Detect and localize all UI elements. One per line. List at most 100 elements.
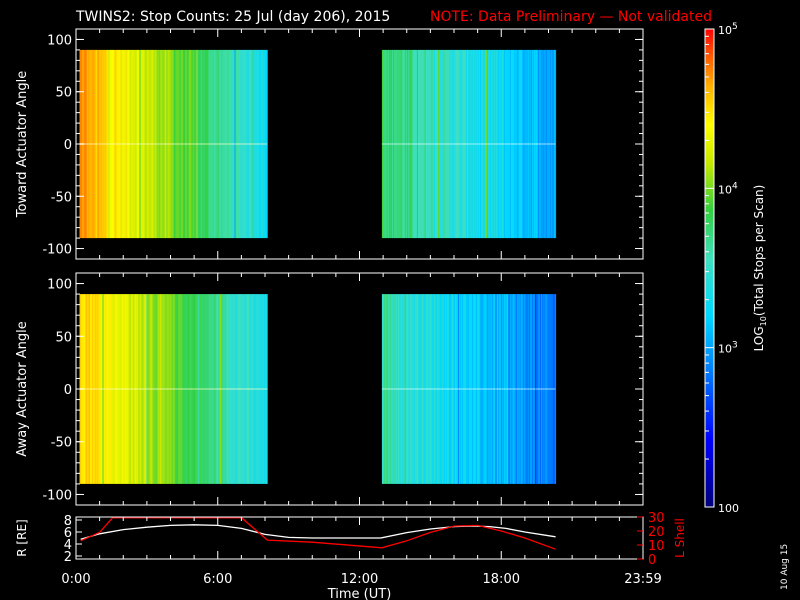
heatmap-column [178,294,180,484]
heatmap-column [418,49,421,239]
heatmap-column [387,49,390,239]
heatmap-column [475,49,478,239]
heatmap-column [523,49,526,239]
heatmap-column [540,49,543,239]
heatmap-column [133,294,135,484]
heatmap-column [156,294,158,484]
colorbar-fill [705,29,714,507]
left-y-tick-label: 4 [64,538,72,553]
heatmap-column [496,49,499,239]
heatmap-column [416,49,419,239]
heatmap-column [470,49,473,239]
heatmap-column [487,49,490,239]
heatmap-column [91,294,93,484]
heatmap-column [129,294,131,484]
right-y-axis-label: L Shell [673,518,687,558]
heatmap-column [483,294,486,484]
heatmap-column [448,49,451,239]
heatmap-column [213,294,215,484]
heatmap-column [168,49,170,239]
heatmap-column [121,294,123,484]
heatmap-column [198,49,200,239]
colorbar-tick-label: 105 [718,22,738,37]
heatmap-column [94,294,96,484]
heatmap-column [124,294,126,484]
heatmap-column [385,49,388,239]
heatmap-column [503,49,506,239]
heatmap-column [441,294,444,484]
heatmap-column [516,49,519,239]
heatmap-column [150,294,152,484]
heatmap-column [456,294,459,484]
heatmap-column [450,294,453,484]
heatmap-column [245,294,247,484]
heatmap-column [509,294,512,484]
heatmap-column [408,294,411,484]
heatmap-column [96,49,98,239]
heatmap-column [84,294,86,484]
heatmap-column [102,294,104,484]
heatmap-column [225,294,227,484]
heatmap-column [528,294,531,484]
heatmap-column [123,294,125,484]
heatmap-column [504,294,507,484]
heatmap-column [418,294,421,484]
heatmap-column [167,294,169,484]
heatmap-column [434,294,437,484]
heatmap-column [474,294,477,484]
heatmap-column [224,294,226,484]
heatmap-column [200,49,202,239]
heatmap-column [175,294,177,484]
heatmap-column [465,294,468,484]
heatmap-column [538,49,541,239]
heatmap-column [452,294,455,484]
heatmap-column [381,294,384,484]
heatmap-column [229,294,231,484]
heatmap-column [261,294,263,484]
heatmap-column [469,49,472,239]
heatmap-column [511,294,514,484]
heatmap-column [148,294,150,484]
heatmap-column [486,49,489,239]
heatmap-column [472,49,475,239]
heatmap-column [100,294,102,484]
heatmap-column [164,49,166,239]
heatmap-column [171,294,173,484]
heatmap-column [252,294,254,484]
heatmap-column [442,49,445,239]
heatmap-column [430,49,433,239]
heatmap-column [436,49,439,239]
heatmap-column [413,294,416,484]
heatmap-column [460,294,463,484]
heatmap-column [392,294,395,484]
heatmap-column [491,294,494,484]
heatmap-column [431,294,434,484]
heatmap-column [205,294,207,484]
heatmap-column [195,294,197,484]
y-tick-label: 0 [64,383,72,398]
heatmap-column [146,49,148,239]
heatmap-column [422,294,425,484]
heatmap-column [397,49,400,239]
heatmap-column [92,49,94,239]
heatmap-column [210,49,212,239]
heatmap-column [202,294,204,484]
heatmap-column [111,49,113,239]
heatmap-column [490,294,493,484]
heatmap-column [235,49,237,239]
heatmap-column [492,294,495,484]
heatmap-column [388,294,391,484]
heatmap-column [215,49,217,239]
heatmap-column [120,294,122,484]
heatmap-column [149,49,151,239]
heatmap-column [217,294,219,484]
heatmap-column [531,294,534,484]
heatmap-column [466,294,469,484]
heatmap-column [179,49,181,239]
heatmap-column [243,294,245,484]
heatmap-column [553,294,556,484]
heatmap-column [261,49,263,239]
heatmap-column [247,294,249,484]
heatmap-column [454,49,457,239]
heatmap-column [258,294,260,484]
